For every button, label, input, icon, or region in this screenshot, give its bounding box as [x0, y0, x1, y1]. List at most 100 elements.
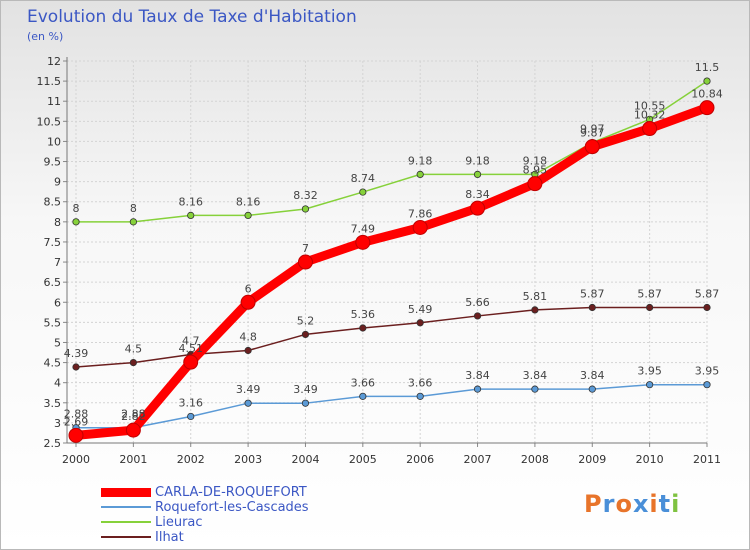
logo-letter: P	[584, 490, 603, 518]
legend-swatch	[101, 506, 151, 508]
y-tick-label: 3	[54, 417, 61, 430]
data-label-lieurac: 8.16	[178, 195, 203, 208]
series-line-lieurac	[75, 80, 708, 223]
y-tick-label: 6.5	[44, 276, 62, 289]
data-label-carla-de-roquefort: 2.69	[64, 415, 89, 428]
data-point-lieurac	[473, 170, 482, 178]
x-tick-label: 2010	[636, 453, 664, 466]
logo-letter: r	[602, 490, 616, 518]
data-point-carla-de-roquefort	[412, 219, 428, 235]
data-point-carla-de-roquefort	[297, 254, 313, 270]
data-point-ilhat	[359, 324, 367, 332]
data-label-ilhat: 5.87	[637, 287, 662, 300]
data-point-lieurac	[72, 218, 80, 226]
grid	[67, 60, 708, 444]
data-point-lieurac	[301, 205, 310, 213]
data-label-ilhat: 5.2	[297, 314, 315, 327]
x-tick-label: 2006	[406, 453, 434, 466]
axes: 2.5 3 3.5 4 4.5 5 5.5 6 6.5 7 7.5 8 8.5 9 9.5 10 10.5 11 1…	[37, 55, 722, 466]
data-point-roquefort-les-cascades	[588, 385, 596, 393]
chart-title: Evolution du Taux de Taxe d'Habitation	[27, 7, 357, 27]
x-tick-label: 2007	[464, 453, 492, 466]
data-label-roquefort-les-cascades: 3.66	[351, 376, 376, 389]
chart-unit: (en %)	[27, 30, 64, 43]
x-tick-label: 2003	[234, 453, 262, 466]
y-tick-label: 5.5	[44, 316, 62, 329]
data-label-ilhat: 4.7	[182, 335, 200, 348]
legend-swatch	[101, 536, 151, 538]
data-point-lieurac	[703, 77, 711, 85]
logo-letter: i	[649, 490, 659, 518]
data-point-carla-de-roquefort	[470, 200, 486, 216]
y-tick-label: 3.5	[44, 397, 62, 410]
data-label-lieurac: 9.97	[580, 123, 605, 136]
data-label-ilhat: 5.87	[695, 287, 720, 300]
data-label-carla-de-roquefort: 10.84	[691, 88, 723, 101]
logo-letter: t	[658, 490, 672, 518]
y-tick-label: 9	[54, 176, 61, 189]
data-point-roquefort-les-cascades	[416, 392, 424, 400]
data-label-carla-de-roquefort: 7.86	[408, 207, 433, 220]
data-point-lieurac	[359, 188, 367, 196]
data-label-roquefort-les-cascades: 3.66	[408, 376, 433, 389]
data-point-roquefort-les-cascades	[646, 381, 654, 389]
data-label-roquefort-les-cascades: 3.84	[523, 369, 548, 382]
data-label-carla-de-roquefort: 8.34	[465, 188, 490, 201]
y-tick-label: 6	[54, 296, 61, 309]
data-label-carla-de-roquefort: 2.82	[121, 410, 146, 423]
y-tick-label: 8.5	[44, 196, 62, 209]
data-point-ilhat	[416, 319, 424, 327]
series-line-ilhat	[75, 306, 708, 368]
data-label-ilhat: 5.87	[580, 287, 605, 300]
legend-label: Lieurac	[155, 515, 203, 530]
data-label-lieurac: 8.16	[236, 195, 261, 208]
data-label-ilhat: 5.36	[351, 308, 376, 321]
legend-item-lieurac: Lieurac	[101, 515, 421, 530]
data-point-roquefort-les-cascades	[473, 385, 482, 393]
data-label-lieurac: 9.18	[465, 154, 490, 167]
x-tick-label: 2011	[693, 453, 721, 466]
data-point-lieurac	[416, 170, 424, 178]
y-tick-label: 11.5	[37, 75, 62, 88]
data-point-carla-de-roquefort	[355, 234, 371, 250]
x-tick-label: 2004	[291, 453, 319, 466]
data-label-roquefort-les-cascades: 3.84	[465, 369, 490, 382]
legend-label: CARLA-DE-ROQUEFORT	[155, 485, 307, 500]
data-point-ilhat	[129, 358, 137, 367]
x-tick-label: 2005	[349, 453, 377, 466]
series	[68, 77, 715, 443]
y-tick-label: 10.5	[37, 115, 62, 128]
legend-item-roquefort-les-cascades: Roquefort-les-Cascades	[101, 500, 421, 515]
data-label-carla-de-roquefort: 10.32	[634, 109, 666, 122]
y-tick-label: 7	[54, 256, 61, 269]
logo-letter: o	[615, 490, 633, 518]
y-tick-label: 5	[54, 336, 61, 349]
y-tick-label: 9.5	[44, 156, 62, 169]
data-point-carla-de-roquefort	[240, 294, 256, 310]
y-tick-label: 8	[54, 216, 61, 229]
y-tick-label: 4	[54, 377, 61, 390]
data-point-ilhat	[703, 303, 711, 312]
x-tick-label: 2009	[578, 453, 606, 466]
data-label-lieurac: 11.5	[695, 61, 720, 74]
data-point-roquefort-les-cascades	[359, 392, 367, 400]
data-label-roquefort-les-cascades: 2.88	[121, 408, 146, 421]
y-tick-label: 10	[47, 135, 61, 148]
data-label-roquefort-les-cascades: 3.49	[236, 383, 261, 396]
data-point-roquefort-les-cascades	[301, 399, 310, 407]
data-point-ilhat	[531, 306, 539, 314]
data-label-ilhat: 4.39	[64, 347, 89, 360]
data-label-roquefort-les-cascades: 3.84	[580, 369, 605, 382]
data-point-ilhat	[72, 363, 80, 371]
x-tick-label: 2002	[177, 453, 205, 466]
data-point-lieurac	[129, 218, 137, 226]
y-tick-label: 11	[47, 95, 61, 108]
data-label-ilhat: 5.49	[408, 303, 433, 316]
data-point-carla-de-roquefort	[527, 176, 543, 192]
logo-letter: i	[671, 490, 681, 518]
logo-letter: x	[632, 490, 650, 518]
data-label-carla-de-roquefort: 9.87	[580, 127, 605, 140]
data-label-carla-de-roquefort: 7.49	[351, 222, 376, 235]
data-label-roquefort-les-cascades: 3.95	[637, 365, 662, 378]
